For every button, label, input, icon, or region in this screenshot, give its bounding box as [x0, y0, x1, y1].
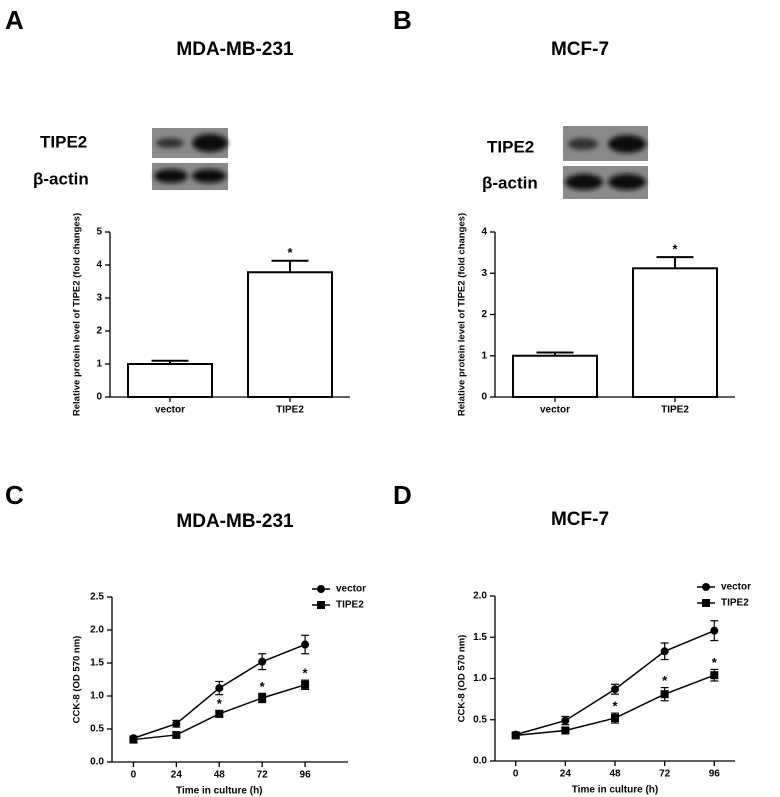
blot-label: β-actin — [33, 169, 89, 188]
y-tick-label: 0.5 — [90, 724, 104, 735]
panel-letter: D — [393, 480, 412, 510]
marker — [301, 680, 310, 689]
y-tick-label: 3 — [96, 293, 102, 304]
significance: * — [217, 696, 223, 711]
y-tick-label: 1 — [481, 350, 487, 361]
marker — [172, 730, 181, 739]
blot-b — [563, 126, 648, 199]
y-tick-label: 0.5 — [473, 714, 487, 725]
significance: * — [672, 242, 678, 257]
legend-label: vector — [336, 584, 366, 595]
panel-letter: B — [393, 5, 412, 35]
significance: * — [712, 655, 718, 670]
chart-title: MCF-7 — [551, 509, 609, 530]
x-tick-label: TIPE2 — [661, 405, 689, 416]
chart-title: MCF-7 — [551, 39, 609, 60]
blot-label: TIPE2 — [487, 137, 534, 156]
y-tick-label: 1.0 — [90, 691, 104, 702]
y-tick-label: 5 — [96, 227, 102, 238]
marker — [702, 583, 710, 591]
x-tick-label: 48 — [214, 770, 226, 781]
blot-label: TIPE2 — [40, 132, 87, 151]
x-tick-label: 72 — [659, 769, 671, 780]
x-tick-label: 24 — [171, 770, 183, 781]
y-tick-label: 0 — [481, 392, 487, 403]
marker — [511, 731, 520, 740]
x-axis-title: Time in culture (h) — [572, 785, 659, 796]
y-tick-label: 0.0 — [90, 757, 104, 768]
y-tick-label: 2 — [96, 326, 102, 337]
marker — [215, 709, 224, 718]
significance: * — [287, 245, 293, 260]
y-tick-label: 1.5 — [473, 632, 487, 643]
marker — [710, 626, 719, 635]
x-axis-title: Time in culture (h) — [176, 786, 263, 797]
y-tick-label: 3 — [481, 268, 487, 279]
x-tick-label: vector — [540, 405, 570, 416]
marker — [172, 719, 181, 728]
significance: * — [612, 699, 618, 714]
bar — [632, 267, 718, 398]
bar — [512, 354, 598, 398]
panel-letter: A — [5, 5, 24, 35]
marker — [258, 693, 267, 702]
y-tick-label: 1.5 — [90, 658, 104, 669]
x-tick-label: 72 — [257, 770, 269, 781]
y-tick-label: 4 — [96, 260, 102, 271]
y-tick-label: 0.0 — [473, 756, 487, 767]
legend-label: TIPE2 — [336, 600, 364, 611]
x-tick-label: 96 — [709, 769, 721, 780]
x-tick-label: vector — [155, 405, 185, 416]
bar — [127, 363, 213, 398]
panel-letter: C — [5, 480, 24, 510]
x-tick-label: 24 — [560, 769, 572, 780]
chart-title: MDA-MB-231 — [176, 511, 294, 532]
x-tick-label: TIPE2 — [276, 405, 304, 416]
significance: * — [260, 679, 266, 694]
marker — [129, 735, 138, 744]
marker — [258, 657, 267, 666]
y-axis-title: Relative protein level of TIPE2 (fold ch… — [457, 213, 468, 416]
marker — [710, 671, 719, 680]
marker — [660, 690, 669, 699]
marker — [317, 585, 325, 593]
marker — [215, 684, 224, 693]
marker — [702, 599, 710, 607]
significance: * — [303, 666, 309, 681]
y-tick-label: 2.0 — [90, 625, 104, 636]
marker — [317, 601, 325, 609]
marker — [611, 685, 619, 694]
y-tick-label: 2 — [481, 309, 487, 320]
blot-a — [152, 128, 228, 190]
y-tick-label: 1 — [96, 359, 102, 370]
x-tick-label: 0 — [513, 769, 519, 780]
legend-label: TIPE2 — [721, 598, 749, 609]
y-tick-label: 2.5 — [90, 592, 104, 603]
y-tick-label: 0 — [96, 392, 102, 403]
marker — [561, 726, 570, 735]
y-tick-label: 4 — [481, 227, 487, 238]
legend-label: vector — [721, 582, 751, 593]
y-axis-title: Relative protein level of TIPE2 (fold ch… — [72, 213, 83, 416]
x-tick-label: 0 — [131, 770, 137, 781]
blot-label: β-actin — [482, 173, 538, 192]
marker — [561, 716, 570, 725]
marker — [301, 640, 310, 649]
marker — [611, 714, 619, 723]
y-axis-title: CCK-8 (OD 570 nm) — [457, 635, 468, 723]
y-tick-label: 2.0 — [473, 591, 487, 602]
chart-title: MDA-MB-231 — [176, 39, 294, 60]
x-tick-label: 48 — [609, 769, 621, 780]
y-tick-label: 1.0 — [473, 673, 487, 684]
bar — [247, 271, 333, 399]
y-axis-title: CCK-8 (OD 570 nm) — [72, 636, 83, 724]
significance: * — [662, 673, 668, 688]
x-tick-label: 96 — [300, 770, 312, 781]
marker — [660, 647, 669, 656]
